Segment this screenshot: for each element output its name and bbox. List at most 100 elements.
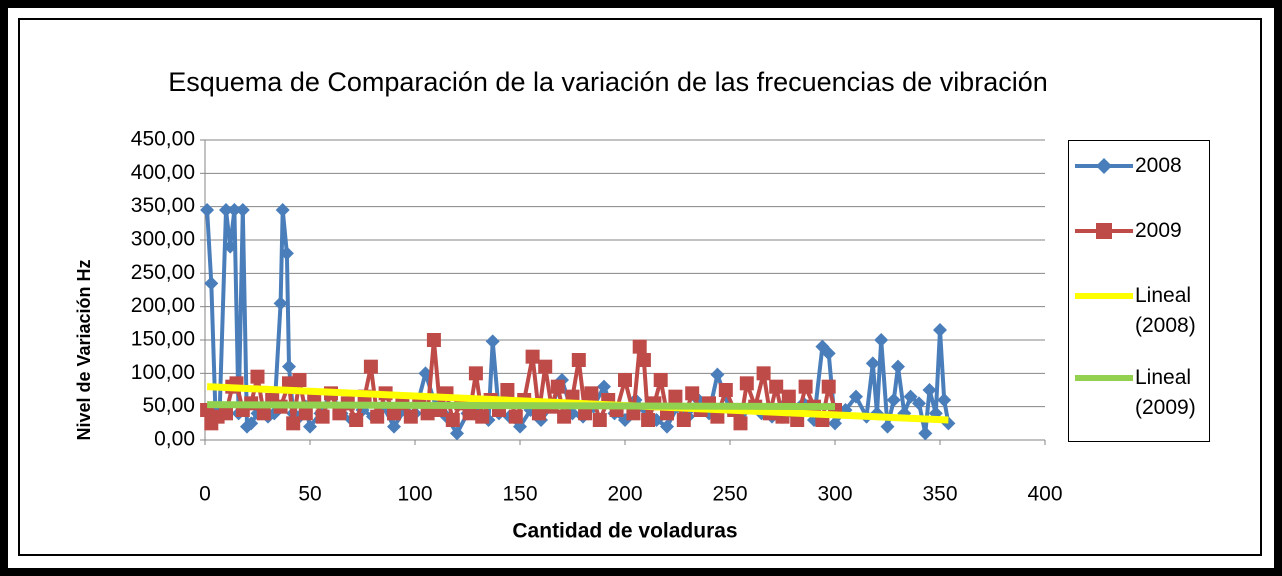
data-point xyxy=(244,416,259,431)
data-point xyxy=(733,416,748,431)
legend-swatch xyxy=(1075,158,1133,174)
data-point xyxy=(584,386,599,401)
y-axis-title: Nivel de Variación Hz xyxy=(74,259,94,440)
data-point xyxy=(256,406,271,421)
data-point xyxy=(710,367,725,382)
legend-label: Lineal (2009) xyxy=(1135,366,1196,419)
data-point xyxy=(756,366,771,381)
inner-frame xyxy=(18,18,1262,556)
data-point xyxy=(933,323,947,337)
legend-label: 2009 xyxy=(1135,219,1182,242)
data-point xyxy=(769,379,784,394)
data-point xyxy=(420,406,435,421)
legend-label: 2008 xyxy=(1135,154,1182,177)
data-point xyxy=(918,426,933,441)
data-point xyxy=(571,353,586,367)
data-point xyxy=(363,359,378,374)
data-point xyxy=(292,373,307,387)
y-tick-label: 150,00 xyxy=(131,328,195,351)
x-tick-label: 200 xyxy=(607,483,642,506)
legend-entry: 2008 xyxy=(1073,151,1203,181)
data-point xyxy=(286,416,301,431)
data-point xyxy=(219,406,233,421)
data-point xyxy=(525,349,540,364)
data-point xyxy=(618,373,632,387)
data-point xyxy=(403,409,418,424)
y-tick-label: 400,00 xyxy=(131,161,195,184)
data-point xyxy=(223,239,238,254)
data-point xyxy=(538,359,553,374)
data-point xyxy=(668,389,683,404)
data-point xyxy=(653,373,668,387)
data-point xyxy=(485,334,500,349)
legend-entry: Lineal (2009) xyxy=(1073,363,1203,423)
data-point xyxy=(891,359,905,374)
data-point xyxy=(387,419,401,434)
x-tick-label: 300 xyxy=(817,483,852,506)
x-tick-label: 0 xyxy=(199,483,211,506)
data-point xyxy=(219,203,233,217)
data-point xyxy=(282,359,296,374)
data-point xyxy=(500,383,515,397)
x-tick-label: 100 xyxy=(397,483,432,506)
data-point xyxy=(370,409,385,424)
data-point xyxy=(349,413,364,427)
x-axis-title: Cantidad de voladuras xyxy=(512,520,737,543)
x-tick-label: 400 xyxy=(1027,483,1062,506)
y-tick-label: 450,00 xyxy=(131,128,195,151)
data-point xyxy=(874,333,889,347)
data-point xyxy=(298,406,313,421)
y-tick-label: 50,00 xyxy=(142,394,195,417)
data-point xyxy=(227,203,242,217)
data-point xyxy=(798,379,813,394)
frame xyxy=(8,8,1274,568)
data-point xyxy=(821,379,836,394)
legend-swatch xyxy=(1075,293,1133,299)
x-tick-label: 50 xyxy=(298,483,321,506)
y-tick-label: 0,00 xyxy=(154,428,195,451)
data-point xyxy=(660,419,674,434)
data-point xyxy=(880,419,895,434)
legend: 2008 2009 Lineal (2008) Lineal (2009) xyxy=(1068,140,1210,442)
x-tick-label: 350 xyxy=(922,483,957,506)
data-point xyxy=(886,393,901,407)
trend-line xyxy=(207,401,836,411)
legend-marker xyxy=(1096,223,1112,239)
y-tick-label: 200,00 xyxy=(131,294,195,317)
data-point xyxy=(279,246,294,261)
data-point xyxy=(315,409,330,424)
chart-title: Esquema de Comparación de la variación d… xyxy=(168,67,1048,97)
data-point xyxy=(641,413,656,427)
data-point xyxy=(250,369,265,384)
data-point xyxy=(462,406,477,421)
data-point xyxy=(632,339,647,354)
data-point xyxy=(781,389,796,404)
x-tick-label: 150 xyxy=(502,483,537,506)
data-point xyxy=(903,389,918,404)
data-point xyxy=(445,413,460,427)
data-point xyxy=(273,296,288,311)
data-point xyxy=(426,333,441,347)
data-point xyxy=(200,203,215,217)
data-point xyxy=(508,409,523,424)
x-tick-label: 250 xyxy=(712,483,747,506)
data-point xyxy=(235,203,250,217)
legend-entry: Lineal (2008) xyxy=(1073,281,1203,341)
data-point xyxy=(450,426,464,441)
data-point xyxy=(636,353,651,367)
data-point xyxy=(685,386,700,401)
data-point xyxy=(303,419,317,434)
legend-swatch xyxy=(1075,375,1133,381)
data-point xyxy=(676,413,691,427)
data-point xyxy=(937,393,952,407)
data-point xyxy=(626,406,641,421)
data-point xyxy=(849,389,863,404)
data-point xyxy=(597,379,611,394)
legend-marker xyxy=(1096,158,1112,174)
data-point xyxy=(865,356,880,371)
data-point xyxy=(475,409,490,424)
data-point xyxy=(922,383,937,397)
data-point xyxy=(275,203,290,217)
data-point xyxy=(468,366,483,381)
